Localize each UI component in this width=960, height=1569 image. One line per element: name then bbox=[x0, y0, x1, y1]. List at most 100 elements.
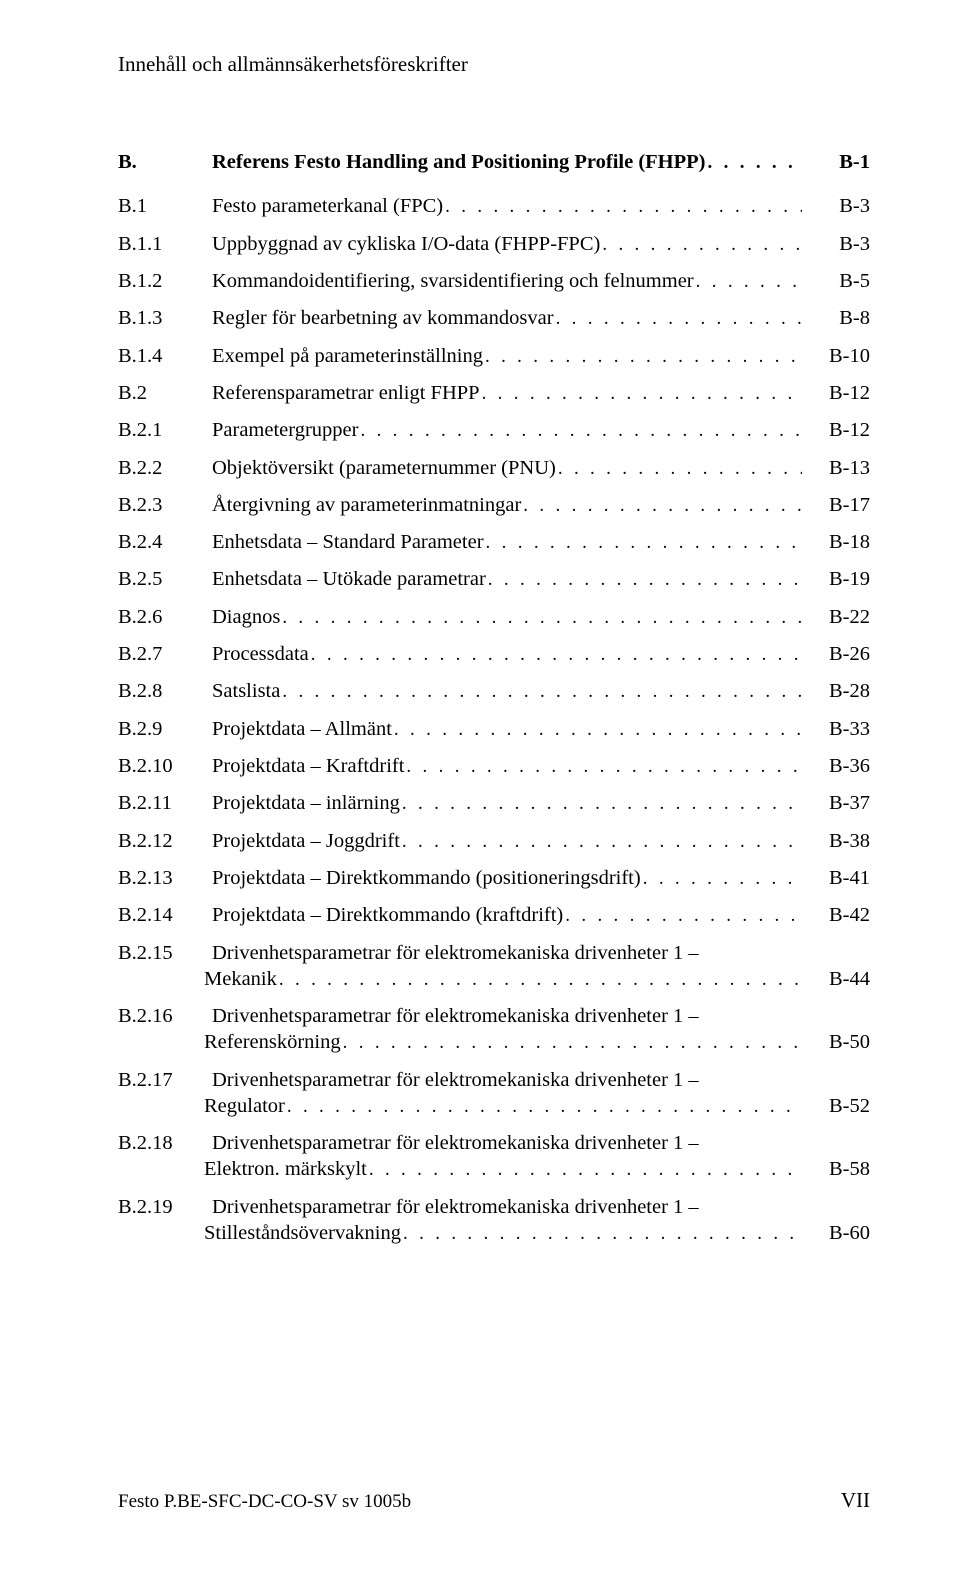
toc-entry: B.1.3Regler för bearbetning av kommandos… bbox=[118, 305, 870, 331]
toc-entry-number: B.2.4 bbox=[118, 529, 212, 555]
toc-entry-number: B. bbox=[118, 149, 212, 175]
toc-entry-title: Drivenhetsparametrar för elektromekanisk… bbox=[212, 1194, 701, 1220]
toc-entry-title: Objektöversikt (parameternummer (PNU) bbox=[212, 455, 558, 481]
toc-entry: B.2.4Enhetsdata – Standard Parameter B-18 bbox=[118, 529, 870, 555]
toc-entry-title: Kommandoidentifiering, svarsidentifierin… bbox=[212, 268, 696, 294]
toc-entry-number: B.2.9 bbox=[118, 716, 212, 742]
toc-entry: B.2.12Projektdata – JoggdriftB-38 bbox=[118, 828, 870, 854]
toc-leader bbox=[643, 867, 802, 891]
toc-entry: B.2.17Drivenhetsparametrar för elektrome… bbox=[118, 1067, 870, 1120]
toc-entry-title-cont: Stilleståndsövervakning bbox=[204, 1220, 403, 1246]
toc-entry-page: B-60 bbox=[802, 1220, 870, 1246]
toc-entry-page: B-37 bbox=[802, 790, 870, 816]
toc-entry-title: Exempel på parameterinställning bbox=[212, 343, 485, 369]
toc-entry: B.2.7ProcessdataB-26 bbox=[118, 641, 870, 667]
toc-entry: B.2.2Objektöversikt (parameternummer (PN… bbox=[118, 455, 870, 481]
toc-entry-number: B.1 bbox=[118, 193, 212, 219]
toc-entry-title: Diagnos bbox=[212, 604, 282, 630]
toc-leader bbox=[369, 1158, 802, 1182]
toc-leader bbox=[565, 904, 802, 928]
toc-entry-page: B-12 bbox=[802, 417, 870, 443]
toc-leader bbox=[556, 307, 802, 331]
toc-entry: B.1.4Exempel på parameterinställning B-10 bbox=[118, 343, 870, 369]
toc-entry-title-cont: Mekanik bbox=[204, 966, 279, 992]
toc-leader bbox=[445, 195, 802, 219]
footer-left-text: Festo P.BE-SFC-DC-CO-SV sv 1005b bbox=[118, 1491, 411, 1513]
toc-entry-title: Återgivning av parameterinmatningar bbox=[212, 492, 523, 518]
toc-leader bbox=[311, 643, 802, 667]
toc-entry-page: B-13 bbox=[802, 455, 870, 481]
toc-leader bbox=[402, 792, 802, 816]
toc-entry-number: B.2.11 bbox=[118, 790, 212, 816]
toc-entry-number: B.2.19 bbox=[118, 1194, 212, 1220]
toc-entry-number: B.1.4 bbox=[118, 343, 212, 369]
toc-entry-title: Projektdata – Kraftdrift bbox=[212, 753, 406, 779]
toc-leader bbox=[696, 270, 802, 294]
toc-entry-title: Drivenhetsparametrar för elektromekanisk… bbox=[212, 1003, 701, 1029]
toc-entry: B.2.16Drivenhetsparametrar för elektrome… bbox=[118, 1003, 870, 1056]
toc-leader bbox=[558, 457, 802, 481]
footer-page-number: VII bbox=[841, 1488, 870, 1513]
toc-entry-number: B.2.12 bbox=[118, 828, 212, 854]
toc-leader bbox=[287, 1095, 802, 1119]
toc-entry-page: B-18 bbox=[802, 529, 870, 555]
toc-entry: B.2.5Enhetsdata – Utökade parametrarB-19 bbox=[118, 566, 870, 592]
toc-entry-number: B.2.18 bbox=[118, 1130, 212, 1156]
toc-leader bbox=[403, 1222, 802, 1246]
toc-entry-page: B-52 bbox=[802, 1093, 870, 1119]
toc-entry-page: B-36 bbox=[802, 753, 870, 779]
toc-entry-number: B.2.10 bbox=[118, 753, 212, 779]
toc-entry: B.2.3Återgivning av parameterinmatningar… bbox=[118, 492, 870, 518]
toc-entry-title-cont: Regulator bbox=[204, 1093, 287, 1119]
toc-entry: B.1.2Kommandoidentifiering, svarsidentif… bbox=[118, 268, 870, 294]
document-page: Innehåll och allmännsäkerhetsföreskrifte… bbox=[0, 0, 960, 1569]
toc-entry-page: B-22 bbox=[802, 604, 870, 630]
toc-leader bbox=[402, 830, 802, 854]
toc-leader bbox=[343, 1031, 802, 1055]
toc-entry: B.Referens Festo Handling and Positionin… bbox=[118, 149, 870, 175]
toc-entry-page: B-38 bbox=[802, 828, 870, 854]
toc-entry-number: B.2.16 bbox=[118, 1003, 212, 1029]
toc-entry: B.2.11Projektdata – inlärningB-37 bbox=[118, 790, 870, 816]
toc-leader bbox=[486, 531, 802, 555]
toc-entry-title: Drivenhetsparametrar för elektromekanisk… bbox=[212, 1067, 701, 1093]
toc-entry: B.2.14Projektdata – Direktkommando (kraf… bbox=[118, 902, 870, 928]
toc-entry-title: Parametergrupper bbox=[212, 417, 360, 443]
toc-entry-number: B.2.15 bbox=[118, 940, 212, 966]
toc-entry-number: B.2.14 bbox=[118, 902, 212, 928]
toc-entry-page: B-17 bbox=[802, 492, 870, 518]
toc-entry-page: B-5 bbox=[802, 268, 870, 294]
toc-entry-title: Processdata bbox=[212, 641, 311, 667]
toc-entry-title-cont: Referenskörning bbox=[204, 1029, 343, 1055]
toc-entry-title: Regler för bearbetning av kommandosvar bbox=[212, 305, 556, 331]
toc-entry-number: B.2.7 bbox=[118, 641, 212, 667]
toc-entry-page: B-3 bbox=[802, 193, 870, 219]
toc-leader bbox=[282, 606, 802, 630]
toc-entry-number: B.2.1 bbox=[118, 417, 212, 443]
toc-entry-number: B.2.13 bbox=[118, 865, 212, 891]
toc-entry: B.2.8SatslistaB-28 bbox=[118, 678, 870, 704]
toc-entry-page: B-33 bbox=[802, 716, 870, 742]
toc-entry-page: B-50 bbox=[802, 1029, 870, 1055]
toc-entry-title: Enhetsdata – Standard Parameter bbox=[212, 529, 486, 555]
toc-entry-title: Referensparametrar enligt FHPP bbox=[212, 380, 482, 406]
toc-entry-page: B-42 bbox=[802, 902, 870, 928]
toc-entry: B.1Festo parameterkanal (FPC) B-3 bbox=[118, 193, 870, 219]
toc-entry-title-cont: Elektron. märkskylt bbox=[204, 1156, 369, 1182]
toc-entry-title: Festo parameterkanal (FPC) bbox=[212, 193, 445, 219]
toc-entry-page: B-1 bbox=[802, 149, 870, 175]
toc-entry: B.2.13Projektdata – Direktkommando (posi… bbox=[118, 865, 870, 891]
toc-leader bbox=[482, 382, 802, 406]
table-of-contents: B.Referens Festo Handling and Positionin… bbox=[118, 149, 870, 1246]
toc-entry: B.2.9Projektdata – Allmänt B-33 bbox=[118, 716, 870, 742]
toc-leader bbox=[488, 568, 802, 592]
toc-entry-title: Enhetsdata – Utökade parametrar bbox=[212, 566, 488, 592]
toc-entry-title: Projektdata – Direktkommando (positioner… bbox=[212, 865, 643, 891]
toc-entry-title: Uppbyggnad av cykliska I/O-data (FHPP-FP… bbox=[212, 231, 602, 257]
toc-entry-page: B-28 bbox=[802, 678, 870, 704]
toc-entry-title: Projektdata – Allmänt bbox=[212, 716, 394, 742]
toc-entry-page: B-10 bbox=[802, 343, 870, 369]
toc-entry-number: B.2.6 bbox=[118, 604, 212, 630]
toc-entry: B.2Referensparametrar enligt FHPPB-12 bbox=[118, 380, 870, 406]
toc-entry: B.2.6Diagnos B-22 bbox=[118, 604, 870, 630]
